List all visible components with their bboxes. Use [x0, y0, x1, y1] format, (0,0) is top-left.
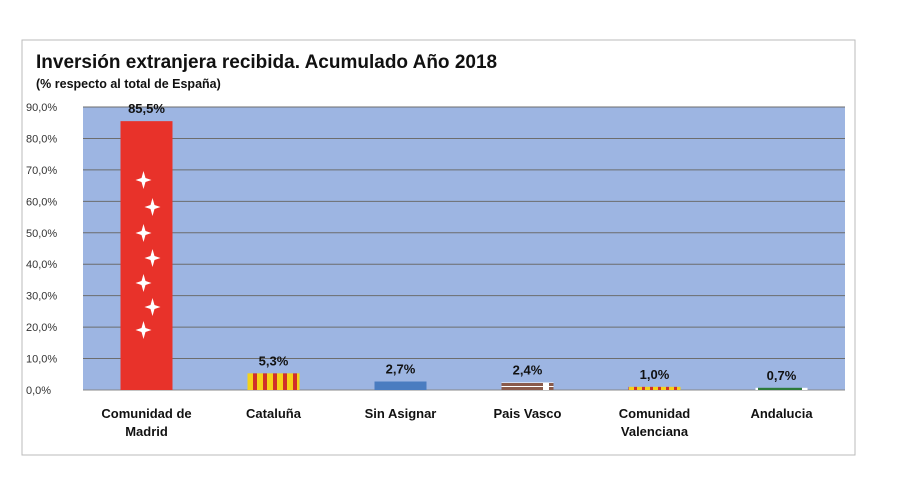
- star-icon: [135, 321, 152, 339]
- data-label: 1,0%: [640, 367, 670, 382]
- category-label: Comunidad de: [101, 406, 191, 421]
- data-label: 2,7%: [386, 362, 416, 377]
- star-icon: [144, 298, 161, 316]
- star-icon: [135, 274, 152, 292]
- category-label: Andalucia: [750, 406, 813, 421]
- y-tick-label: 40,0%: [26, 259, 57, 271]
- category-label: Pais Vasco: [494, 406, 562, 421]
- y-tick-label: 80,0%: [26, 133, 57, 145]
- y-tick-label: 20,0%: [26, 322, 57, 334]
- data-label: 5,3%: [259, 353, 289, 368]
- category-label: Sin Asignar: [365, 406, 437, 421]
- bar: [755, 387, 808, 390]
- y-tick-label: 70,0%: [26, 165, 57, 177]
- y-tick-label: 30,0%: [26, 291, 57, 303]
- category-label: Comunidad: [619, 406, 691, 421]
- y-tick-label: 60,0%: [26, 196, 57, 208]
- star-icon: [135, 224, 152, 242]
- y-tick-label: 10,0%: [26, 354, 57, 366]
- data-label: 0,7%: [767, 368, 797, 383]
- bar: [120, 121, 173, 391]
- category-label: Valenciana: [621, 424, 689, 439]
- y-tick-label: 90,0%: [26, 102, 57, 114]
- data-label: 2,4%: [513, 362, 543, 377]
- star-icon: [144, 249, 161, 267]
- bar: [628, 386, 681, 390]
- bar: [501, 382, 554, 390]
- data-label: 85,5%: [128, 101, 165, 116]
- star-icon: [144, 198, 161, 216]
- chart-subtitle: (% respecto al total de España): [36, 77, 221, 91]
- plot-area: [83, 107, 845, 390]
- y-tick-label: 50,0%: [26, 228, 57, 240]
- category-label: Cataluña: [246, 406, 302, 421]
- chart-title: Inversión extranjera recibida. Acumulado…: [36, 52, 497, 73]
- bar: [374, 381, 427, 390]
- bar: [247, 373, 300, 390]
- category-label: Madrid: [125, 424, 168, 439]
- star-icon: [135, 171, 152, 189]
- y-tick-label: 0,0%: [26, 385, 51, 397]
